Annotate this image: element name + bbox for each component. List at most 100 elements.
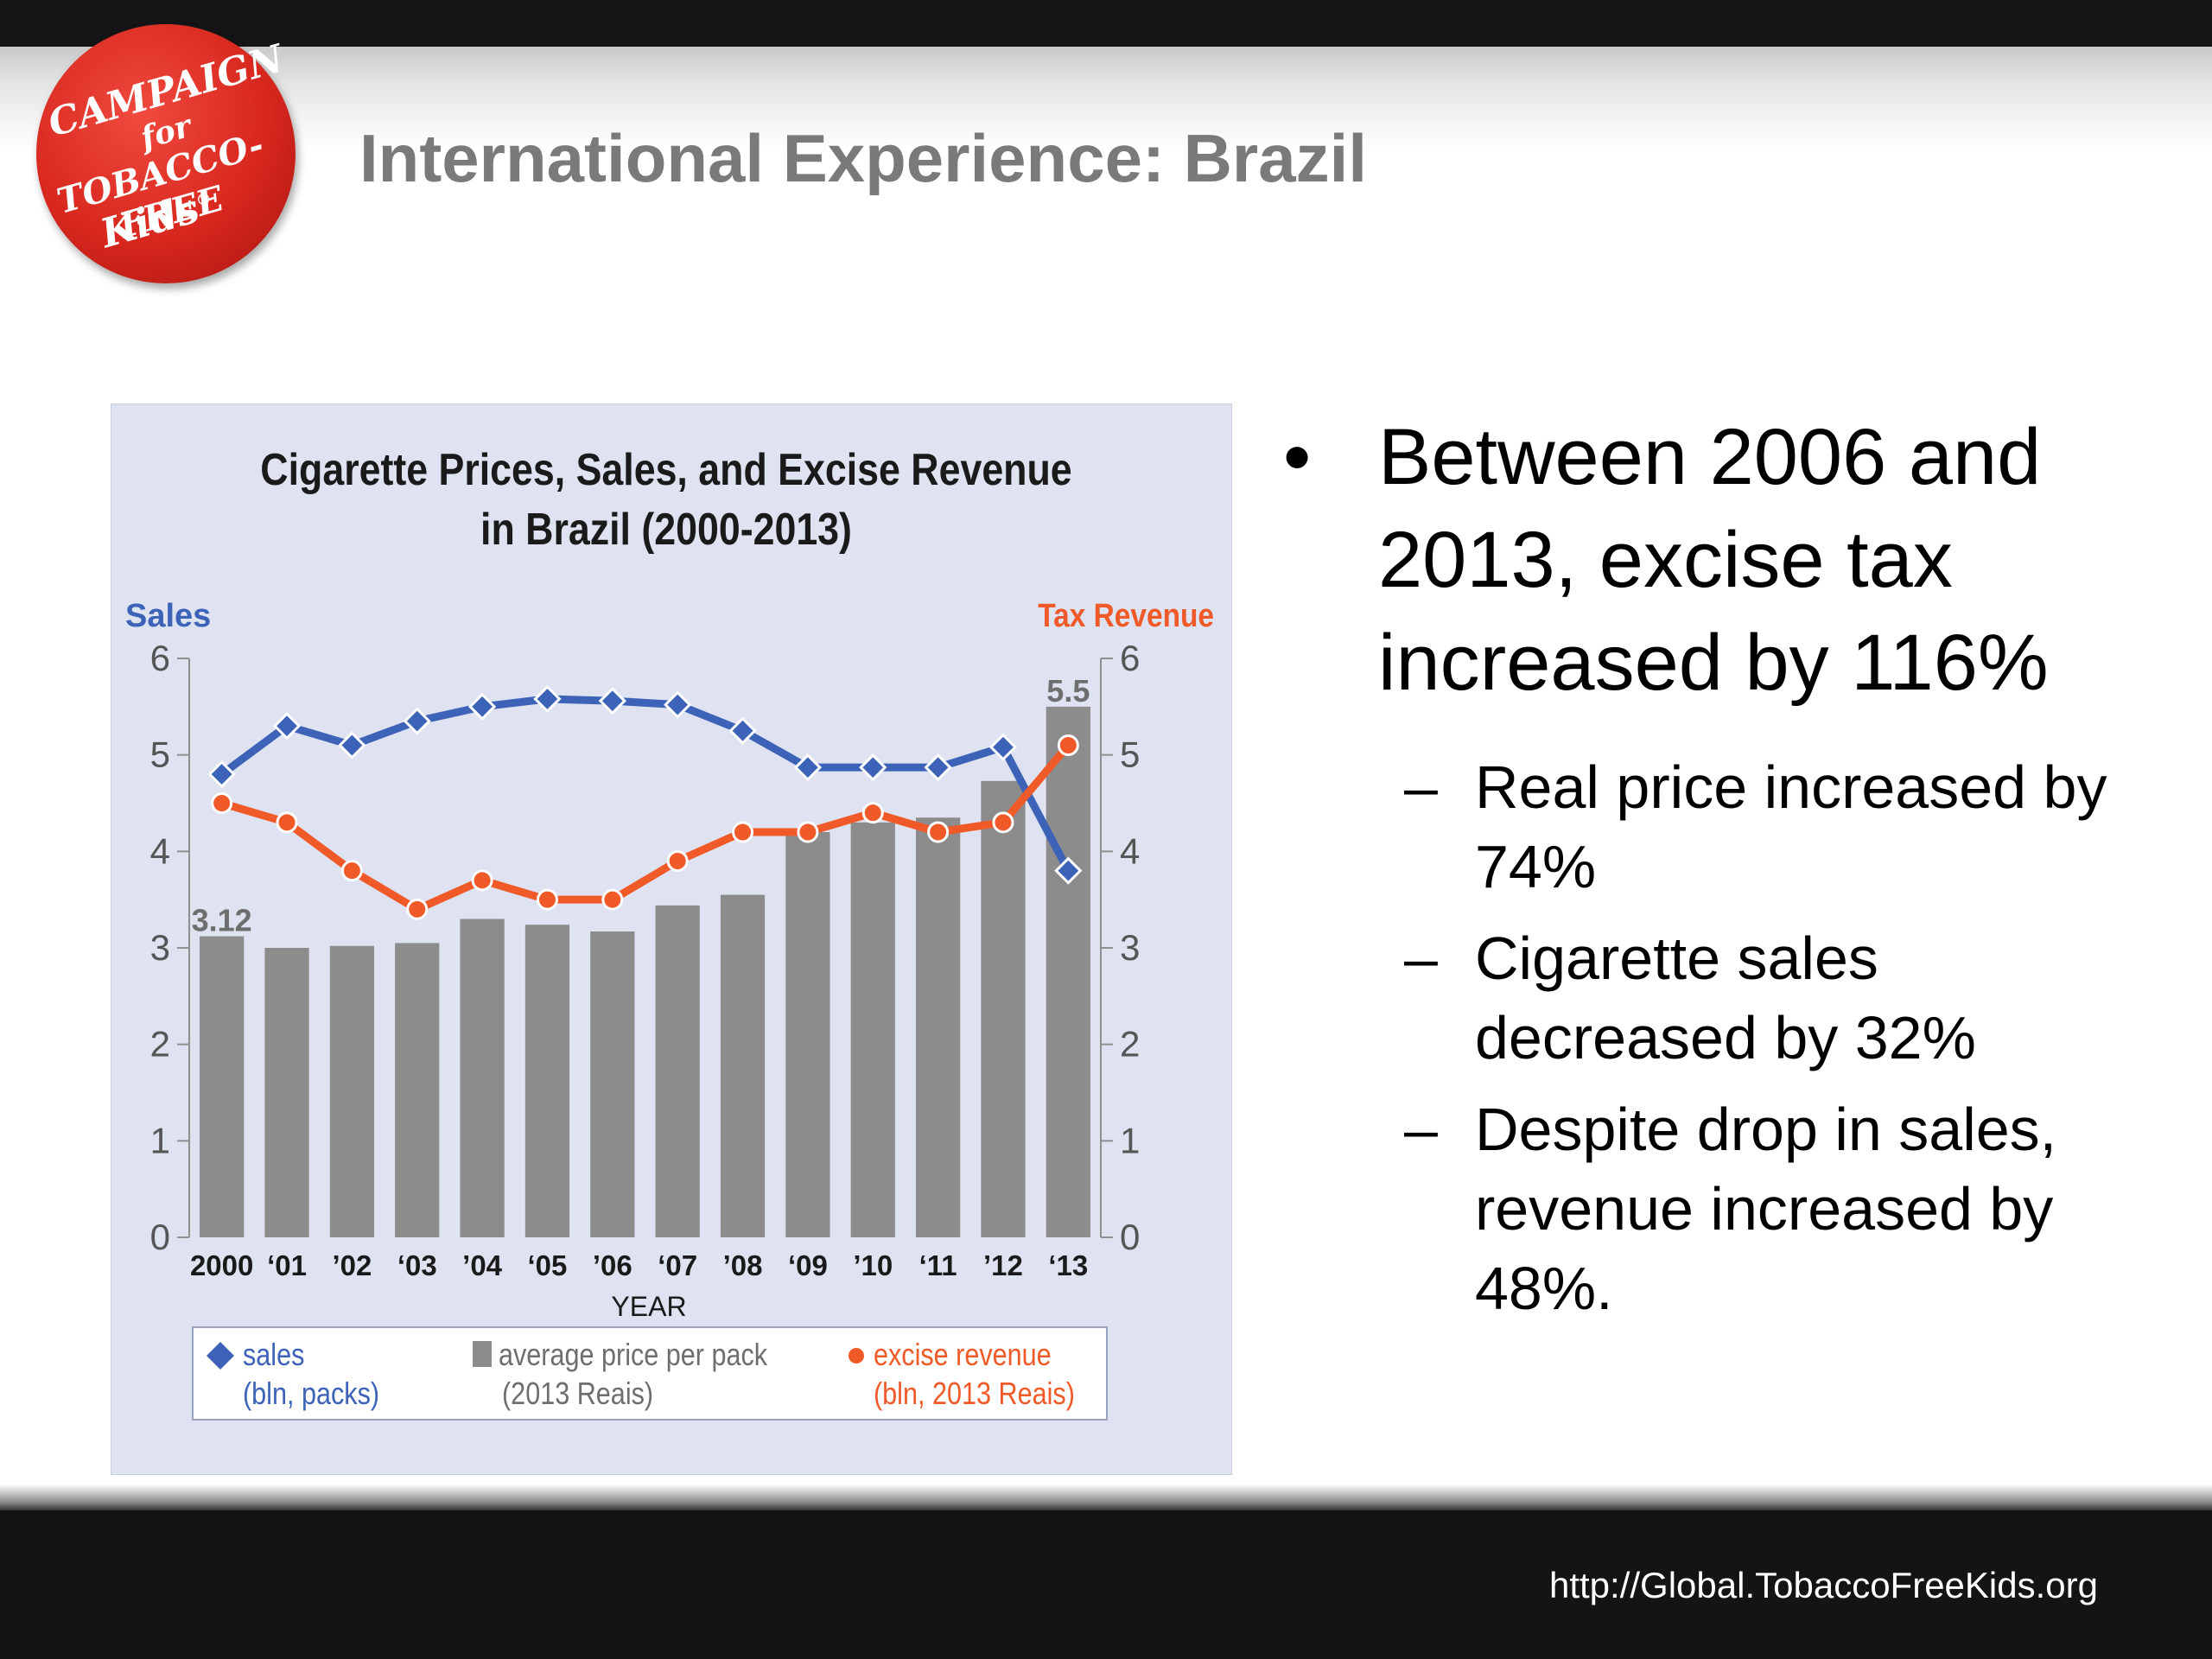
x-tick-label: 2000 xyxy=(190,1249,253,1281)
sales-point xyxy=(467,692,497,721)
top-border-band xyxy=(0,0,2212,54)
left-axis-tick-label: 1 xyxy=(150,1120,170,1160)
x-tick-label: ’06 xyxy=(593,1249,632,1281)
sales-point xyxy=(1054,856,1083,885)
x-tick-label: ‘11 xyxy=(919,1249,957,1281)
revenue-point xyxy=(992,811,1014,834)
right-axis-tick-label: 3 xyxy=(1120,927,1140,968)
x-tick-label: ‘07 xyxy=(658,1249,697,1281)
sub-bullet-text: Cigarette sales decreased by 32% xyxy=(1475,925,1976,1071)
left-axis-label: Sales xyxy=(125,598,211,634)
top-border-texture xyxy=(0,47,2212,150)
sales-point xyxy=(988,733,1018,761)
x-axis-title: YEAR xyxy=(611,1291,686,1322)
right-axis-tick-label: 6 xyxy=(1120,638,1140,678)
x-tick-label: ‘13 xyxy=(1048,1249,1088,1281)
bar-price xyxy=(395,943,440,1237)
left-axis-tick-label: 6 xyxy=(150,638,170,678)
chart-title-line2: in Brazil (2000-2013) xyxy=(480,505,852,555)
campaign-logo: CAMPAIGN for TOBACCO-FREE Kids® xyxy=(36,24,296,283)
sub-bullet-sales: – Cigarette sales decreased by 32% xyxy=(1283,918,2147,1077)
data-label-first-bar: 3.12 xyxy=(192,903,252,938)
left-axis-tick-label: 5 xyxy=(150,734,170,775)
legend-sales-unit: (bln, packs) xyxy=(243,1377,379,1412)
bar-price xyxy=(200,936,245,1237)
legend-revenue-unit: (bln, 2013 Reais) xyxy=(874,1377,1075,1412)
bar-price xyxy=(590,931,635,1237)
revenue-point xyxy=(276,811,298,834)
bar-price xyxy=(524,925,570,1237)
left-axis-tick-label: 3 xyxy=(150,927,170,968)
revenue-point xyxy=(211,792,233,814)
revenue-point xyxy=(666,850,689,872)
right-axis-tick-label: 1 xyxy=(1120,1120,1140,1160)
bar-price xyxy=(785,832,830,1237)
x-tick-label: ’02 xyxy=(332,1249,372,1281)
sales-point xyxy=(207,760,236,789)
revenue-point xyxy=(340,860,363,882)
bottom-border-band xyxy=(0,1510,2212,1659)
sales-point xyxy=(533,684,562,714)
revenue-point xyxy=(1057,734,1079,756)
bar-price xyxy=(915,817,961,1237)
chart: Cigarette Prices, Sales, and Excise Reve… xyxy=(125,445,1214,1421)
left-axis-tick-label: 4 xyxy=(150,830,170,871)
sub-bullet-revenue: – Despite drop in sales, revenue increas… xyxy=(1283,1090,2147,1328)
x-tick-label: ’04 xyxy=(462,1249,503,1281)
slide-title: International Experience: Brazil xyxy=(359,120,1368,196)
legend-revenue-label: excise revenue xyxy=(874,1338,1052,1373)
bullet-main-text: Between 2006 and 2013, excise tax increa… xyxy=(1378,413,2049,707)
revenue-point xyxy=(732,821,754,843)
x-tick-label: ’08 xyxy=(723,1249,763,1281)
sales-point xyxy=(728,716,757,745)
footer-url: http://Global.TobaccoFreeKids.org xyxy=(1548,1565,2098,1605)
x-tick-label: ‘05 xyxy=(528,1249,568,1281)
revenue-point xyxy=(406,898,429,920)
chart-plot-area: 0 0 1 1 2 2 3 3 4 4 5 5 6 6 3.12 5.5 2000 ‘01 ’02 ‘03 ’04 ‘05… xyxy=(150,638,1141,1281)
x-tick-label: ’10 xyxy=(853,1249,893,1281)
x-tick-label: ‘03 xyxy=(397,1249,437,1281)
bar-price xyxy=(981,780,1026,1237)
x-tick-label: ‘09 xyxy=(788,1249,828,1281)
sub-bullet-dash: – xyxy=(1404,1096,1438,1163)
legend-price-swatch-icon xyxy=(473,1341,492,1367)
right-axis-label: Tax Revenue xyxy=(1038,597,1214,633)
bar-price xyxy=(655,905,700,1237)
revenue-point xyxy=(536,888,558,911)
sub-bullet-dash: – xyxy=(1404,753,1438,821)
bar-price xyxy=(329,945,375,1237)
sub-bullet-price: – Real price increased by 74% xyxy=(1283,747,2147,906)
revenue-line xyxy=(218,741,1072,913)
revenue-point xyxy=(601,888,624,911)
legend-price-label: average price per pack xyxy=(499,1338,767,1373)
right-axis-tick-label: 2 xyxy=(1120,1024,1140,1065)
right-axis-tick-label: 4 xyxy=(1120,830,1140,871)
revenue-point xyxy=(861,802,884,824)
legend-price-unit: (2013 Reais) xyxy=(502,1377,653,1412)
bar-price xyxy=(460,918,505,1237)
legend-box xyxy=(192,1326,1108,1421)
sales-point xyxy=(859,753,887,782)
revenue-point xyxy=(927,821,950,843)
x-tick-label: ’12 xyxy=(983,1249,1023,1281)
bullet-main: • Between 2006 and 2013, excise tax incr… xyxy=(1283,406,2147,715)
revenue-point xyxy=(471,869,493,892)
sales-point xyxy=(403,707,431,735)
right-axis-tick-label: 5 xyxy=(1120,734,1140,775)
bar-price xyxy=(1046,706,1090,1237)
left-axis-tick-label: 0 xyxy=(150,1217,170,1257)
sales-point xyxy=(924,753,952,782)
sales-point xyxy=(598,687,626,715)
sub-bullet-text: Despite drop in sales, revenue increased… xyxy=(1475,1096,2057,1322)
chart-panel: Cigarette Prices, Sales, and Excise Reve… xyxy=(111,404,1232,1475)
right-axis-tick-label: 0 xyxy=(1120,1217,1140,1257)
chart-title-line1: Cigarette Prices, Sales, and Excise Reve… xyxy=(260,445,1071,495)
bar-price xyxy=(264,948,309,1237)
legend-revenue-dot-icon xyxy=(849,1348,864,1363)
bottom-border-texture xyxy=(0,1484,2212,1514)
revenue-point xyxy=(797,821,819,843)
sales-point xyxy=(793,753,823,782)
x-tick-label: ‘01 xyxy=(267,1249,307,1281)
legend-sales-label: sales xyxy=(243,1338,304,1373)
bullet-list: • Between 2006 and 2013, excise tax incr… xyxy=(1283,406,2147,1328)
